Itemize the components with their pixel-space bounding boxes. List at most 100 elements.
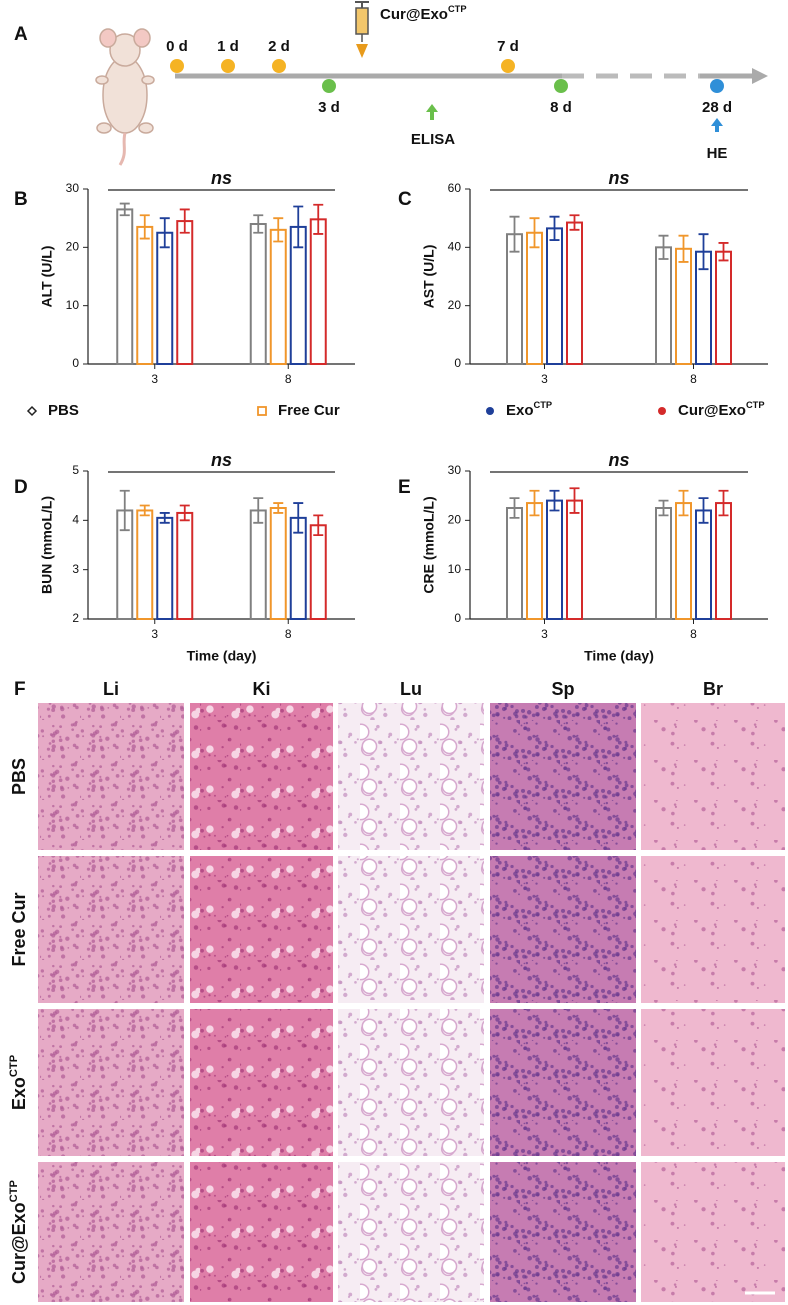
row-label-main: PBS [9, 758, 29, 795]
panel-label: D [14, 477, 28, 498]
histology-image [38, 1009, 184, 1156]
x-tick-label: 8 [690, 372, 697, 386]
legend-label: ExoCTP [506, 400, 552, 419]
error-bar [139, 504, 150, 517]
bar [176, 220, 194, 365]
elisa-label: ELISA [411, 131, 455, 148]
error-bar [313, 514, 324, 537]
bar [136, 225, 154, 365]
timeline-dot [272, 59, 286, 73]
row-label-sup: CTP [8, 1180, 20, 1203]
panel-label: F [14, 679, 26, 700]
timeline-dot [710, 79, 724, 93]
error-bar [273, 502, 284, 514]
column-label: Br [703, 679, 723, 699]
error-bar [529, 489, 540, 517]
error-bar [658, 499, 669, 517]
error-bar [678, 489, 689, 517]
bar [506, 507, 523, 620]
error-bar [549, 489, 560, 512]
y-tick-label: 20 [448, 513, 462, 527]
day-label: 8 d [550, 99, 572, 116]
row-label-main: Exo [9, 1077, 29, 1110]
histology-image [490, 1162, 636, 1302]
panel-label: E [398, 477, 411, 498]
injection-label: Cur@ExoCTP [380, 4, 467, 23]
y-axis-label: CRE (mmoL/L) [421, 496, 437, 593]
error-bar [159, 512, 170, 524]
x-tick-label: 3 [541, 627, 548, 641]
injection-label-main: Cur@Exo [380, 6, 448, 23]
y-tick-label: 0 [454, 356, 461, 370]
error-bar [293, 205, 304, 249]
x-tick-label: 8 [285, 372, 292, 386]
error-bar [179, 504, 190, 522]
day-label: 0 d [166, 38, 188, 55]
y-tick-label: 0 [72, 356, 79, 370]
day-label: 28 d [702, 99, 732, 116]
y-axis-label: AST (U/L) [421, 245, 437, 309]
x-tick-label: 8 [690, 627, 697, 641]
error-bar [529, 217, 540, 249]
x-axis-label: Time (day) [584, 648, 654, 664]
timeline-arrowhead [752, 68, 768, 84]
x-tick-label: 8 [285, 627, 292, 641]
bar [546, 227, 563, 365]
column-label: Li [103, 679, 119, 699]
error-bar [698, 233, 709, 271]
x-tick-label: 3 [541, 372, 548, 386]
x-tick-label: 3 [151, 627, 158, 641]
histology-image [490, 1009, 636, 1156]
bar [526, 231, 543, 365]
error-bar [718, 489, 729, 517]
x-axis-label: Time (day) [187, 648, 257, 664]
legend-marker [257, 406, 267, 416]
bar [506, 233, 523, 365]
error-bar [569, 487, 580, 514]
legend-label-main: Free Cur [278, 402, 340, 419]
column-label: Lu [400, 679, 422, 699]
y-axis-label: BUN (mmoL/L) [39, 496, 55, 594]
y-tick-label: 3 [72, 562, 79, 576]
bar [269, 507, 287, 620]
syringe-icon [355, 1, 369, 58]
histology-image [38, 1162, 184, 1302]
bar [546, 499, 563, 621]
bar [695, 509, 712, 621]
bar [715, 250, 732, 365]
bar [715, 502, 732, 621]
legend-label-main: Cur@Exo [678, 402, 746, 419]
bar [176, 511, 194, 621]
error-bar [678, 234, 689, 263]
bar [309, 524, 327, 620]
y-tick-label: 5 [72, 463, 79, 477]
he-label: HE [707, 145, 728, 162]
legend-marker [658, 407, 666, 415]
mouse-icon [95, 28, 155, 166]
y-axis-label: ALT (U/L) [39, 246, 55, 308]
y-tick-label: 20 [66, 240, 80, 254]
row-label: ExoCTP [8, 1054, 29, 1110]
error-bar [313, 203, 324, 235]
histology-image [338, 856, 484, 1003]
row-label-main: Free Cur [9, 892, 29, 966]
histology-image [190, 1162, 333, 1302]
y-tick-label: 10 [448, 562, 462, 576]
error-bar [549, 215, 560, 241]
histology-image [641, 856, 785, 1003]
bar [116, 208, 134, 365]
error-bar [119, 202, 130, 217]
error-bar [253, 214, 264, 234]
histology-image [38, 703, 184, 850]
bar [309, 218, 327, 365]
annotation: ns [211, 168, 232, 188]
error-bar [569, 214, 580, 231]
error-bar [658, 234, 669, 260]
histology-image [641, 1162, 785, 1302]
panel-label: B [14, 189, 28, 210]
legend-label-sup: CTP [746, 400, 765, 410]
bar [655, 507, 672, 620]
he-arrow [711, 118, 723, 132]
legend-label: Free Cur [278, 402, 340, 419]
